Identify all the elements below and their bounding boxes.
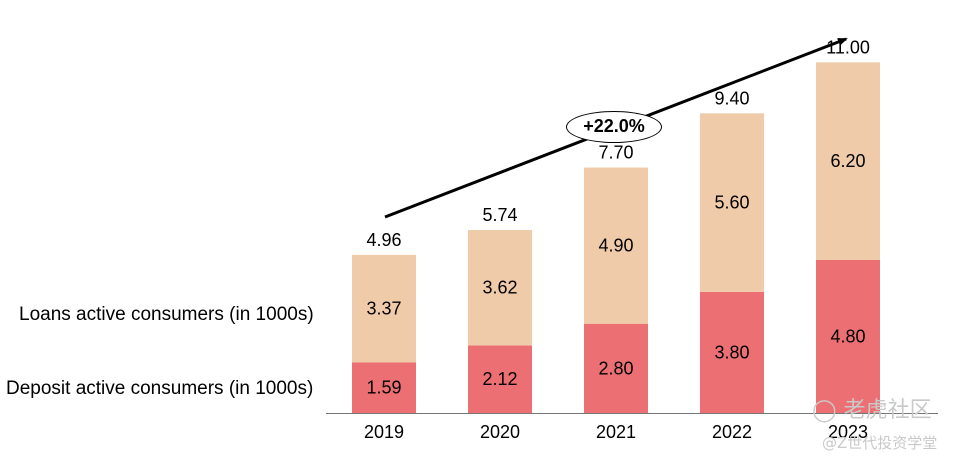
growth-annotation-badge: +22.0% (566, 111, 662, 143)
bar-deposit-2020 (468, 345, 532, 413)
total-value-label: 5.74 (482, 205, 517, 225)
watermark-sub-text: @Z世代投资学堂 (822, 434, 938, 452)
bar-deposit-2023 (816, 259, 880, 413)
bar-deposit-2022 (700, 291, 764, 413)
deposit-value-label: 1.59 (366, 378, 401, 398)
watermark-main-text: 老虎社区 (843, 398, 932, 423)
bar-loans-2022 (700, 113, 764, 292)
legend-deposit-label: Deposit active consumers (in 1000s) (6, 378, 314, 399)
legend-loans-label: Loans active consumers (in 1000s) (19, 304, 314, 325)
watermark-logo: ◯ 老虎社区 (812, 392, 932, 424)
loans-value-label: 5.60 (714, 193, 749, 213)
deposit-value-label: 2.12 (482, 369, 517, 389)
x-tick-label: 2023 (828, 422, 868, 442)
labels-group: 1.59 3.37 4.96 2019 2.12 3.62 5.74 2020 2.80 4.90… (364, 37, 870, 442)
bars-group (352, 62, 880, 413)
watermark: ◯ 老虎社区 @Z世代投资学堂 (812, 392, 962, 456)
total-value-label: 4.96 (366, 230, 401, 250)
deposit-value-label: 3.80 (714, 342, 749, 362)
bar-deposit-2021 (584, 323, 648, 413)
total-value-label: 11.00 (826, 37, 870, 57)
bar-loans-2020 (468, 230, 532, 346)
bar-loans-2023 (816, 62, 880, 260)
bar-deposit-2019 (352, 362, 416, 413)
deposit-value-label: 2.80 (598, 358, 633, 378)
loans-value-label: 3.37 (366, 299, 401, 319)
bar-loans-2019 (352, 254, 416, 363)
watermark-icon: ◯ (812, 398, 837, 423)
x-tick-label: 2022 (712, 422, 752, 442)
bar-loans-2021 (584, 167, 648, 324)
total-value-label: 9.40 (714, 88, 749, 108)
loans-value-label: 4.90 (598, 236, 633, 256)
loans-value-label: 6.20 (830, 151, 865, 171)
loans-value-label: 3.62 (482, 278, 517, 298)
x-tick-label: 2020 (480, 422, 520, 442)
x-tick-label: 2019 (364, 422, 404, 442)
deposit-value-label: 4.80 (830, 326, 865, 346)
total-value-label: 7.70 (598, 143, 633, 163)
x-tick-label: 2021 (596, 422, 636, 442)
